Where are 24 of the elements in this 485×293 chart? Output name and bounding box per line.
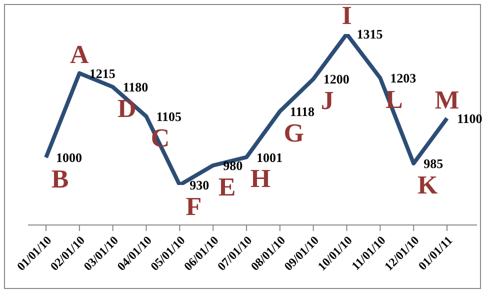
data-label: 1315	[356, 26, 384, 42]
data-label: 1001	[256, 150, 282, 165]
data-label: 985	[424, 156, 444, 172]
annotation: M	[434, 85, 460, 114]
annotation: H	[250, 164, 271, 194]
data-label: 1203	[390, 70, 417, 86]
annotation: D	[117, 94, 136, 123]
annotation: G	[284, 118, 304, 148]
data-label: 930	[190, 178, 210, 193]
annotation: F	[186, 192, 202, 221]
data-label: 1118	[290, 104, 315, 119]
data-label: 1100	[457, 110, 482, 126]
data-label: 1105	[156, 108, 182, 124]
annotation: B	[51, 164, 69, 194]
data-label: 1000	[56, 150, 82, 166]
data-label: 1180	[122, 80, 148, 95]
annotation: E	[218, 172, 236, 202]
data-label: 1215	[89, 66, 116, 81]
annotation: J	[320, 86, 334, 116]
annotation: A	[70, 40, 90, 70]
data-label: 1200	[323, 72, 350, 87]
annotation: K	[417, 170, 438, 200]
data-label: 980	[223, 158, 243, 174]
annotation: I	[342, 1, 352, 30]
